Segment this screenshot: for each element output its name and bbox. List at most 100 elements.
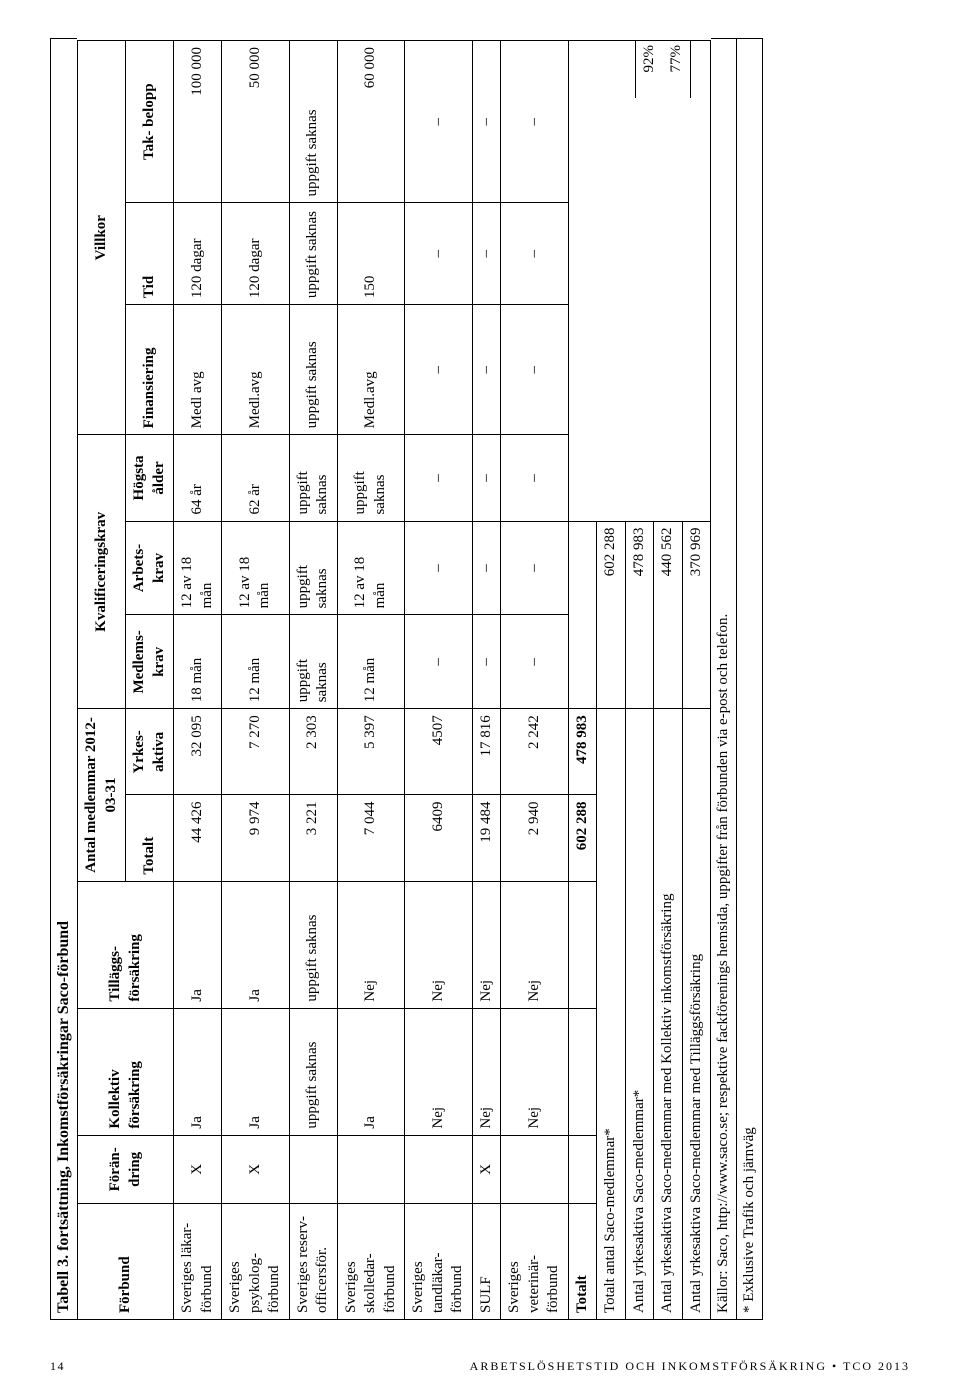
totals-yrk: 478 983 [568, 709, 597, 795]
yrk-cell: 4507 [405, 709, 473, 795]
forand-cell: X [222, 1135, 290, 1203]
h-hogsta: Högsta ålder [126, 435, 174, 521]
page-footer: 14 ARBETSLÖSHETSTID OCH INKOMSTFÖRSÄKRIN… [50, 1359, 910, 1374]
h-forandring: Förän- dring [78, 1135, 174, 1203]
medl-cell: – [501, 615, 569, 709]
forbund-cell: SULF [472, 1204, 501, 1320]
tak-cell: – [405, 41, 473, 203]
arb-cell: – [472, 521, 501, 615]
pct-92: 92% [635, 40, 664, 98]
tak-cell: 60 000 [337, 41, 405, 203]
tid-cell: – [501, 203, 569, 305]
fin-cell: Medl.avg [337, 305, 405, 435]
fin-cell: – [501, 305, 569, 435]
table-row: Sveriges reserv-officersför. uppgift sak… [289, 41, 337, 1320]
forbund-cell: Sveriges reserv-officersför. [289, 1204, 337, 1320]
star-note: * Exklusive Trafik och järnväg [737, 38, 763, 1320]
table-row: SULF X Nej Nej 19 484 17 816 – – – – – – [472, 41, 501, 1320]
forbund-cell: Sveriges veterinär-förbund [501, 1204, 569, 1320]
arb-cell: 12 av 18 mån [174, 521, 222, 615]
hog-cell: 64 år [174, 435, 222, 521]
koll-cell: Ja [174, 1008, 222, 1135]
forbund-cell: Sveriges tandläkar-förbund [405, 1204, 473, 1320]
arb-cell: – [501, 521, 569, 615]
summary-val: 370 969 [682, 521, 711, 709]
forand-cell [337, 1135, 405, 1203]
tot-cell: 2 940 [501, 795, 569, 881]
footer-title: ARBETSLÖSHETSTID OCH INKOMSTFÖRSÄKRING •… [470, 1359, 910, 1374]
summary-label: Antal yrkesaktiva Saco-medlemmar med Kol… [654, 709, 683, 1320]
tid-cell: – [472, 203, 501, 305]
tot-cell: 3 221 [289, 795, 337, 881]
medl-cell: 18 mån [174, 615, 222, 709]
empty-cell [568, 1008, 597, 1135]
h-tillaggs: Tilläggs- försäkring [78, 881, 174, 1008]
h-forbund: Förbund [78, 1204, 174, 1320]
summary-val: 602 288 [597, 521, 626, 709]
h-tak: Tak- belopp [126, 41, 174, 203]
totals-label: Totalt [568, 1204, 597, 1320]
h-kollektiv: Kollektiv försäkring [78, 1008, 174, 1135]
koll-cell: Ja [222, 1008, 290, 1135]
tak-cell: 100 000 [174, 41, 222, 203]
koll-cell: uppgift saknas [289, 1008, 337, 1135]
saco-table: Förbund Förän- dring Kollektiv försäkrin… [77, 40, 711, 1320]
tid-cell: – [405, 203, 473, 305]
arb-cell: 12 av 18 mån [337, 521, 405, 615]
medl-cell: 12 mån [222, 615, 290, 709]
page-number: 14 [50, 1359, 65, 1374]
h-totalt: Totalt [126, 795, 174, 881]
till-cell: uppgift saknas [289, 881, 337, 1008]
yrk-cell: 32 095 [174, 709, 222, 795]
medl-cell: – [405, 615, 473, 709]
tak-cell: – [472, 41, 501, 203]
yrk-cell: 17 816 [472, 709, 501, 795]
h-yrkes: Yrkes- aktiva [126, 709, 174, 795]
till-cell: Nej [337, 881, 405, 1008]
forbund-cell: Sveriges skolledar-förbund [337, 1204, 405, 1320]
fin-cell: uppgift saknas [289, 305, 337, 435]
tot-cell: 6409 [405, 795, 473, 881]
table-caption: Tabell 3. fortsättning, Inkomstförsäkrin… [50, 38, 77, 1320]
tid-cell: 150 [337, 203, 405, 305]
koll-cell: Ja [337, 1008, 405, 1135]
hog-cell: uppgift saknas [337, 435, 405, 521]
arb-cell: 12 av 18 mån [222, 521, 290, 615]
hog-cell: – [405, 435, 473, 521]
hog-cell: – [501, 435, 569, 521]
h-antal-group: Antal medlemmar 2012-03-31 [78, 709, 126, 881]
till-cell: Ja [174, 881, 222, 1008]
empty-cell [568, 1135, 597, 1203]
hog-cell: uppgift saknas [289, 435, 337, 521]
yrk-cell: 5 397 [337, 709, 405, 795]
yrk-cell: 2 303 [289, 709, 337, 795]
tot-cell: 7 044 [337, 795, 405, 881]
fin-cell: – [472, 305, 501, 435]
table-row: Sveriges veterinär-förbund Nej Nej 2 940… [501, 41, 569, 1320]
forbund-cell: Sveriges läkar-förbund [174, 1204, 222, 1320]
medl-cell: 12 mån [337, 615, 405, 709]
h-kval-group: Kvalificeringskrav [78, 435, 126, 709]
koll-cell: Nej [405, 1008, 473, 1135]
forbund-cell: Sveriges psykolog-förbund [222, 1204, 290, 1320]
yrk-cell: 7 270 [222, 709, 290, 795]
totals-row: Totalt 602 288 478 983 [568, 41, 597, 1320]
table-row: Sveriges läkar-förbund X Ja Ja 44 426 32… [174, 41, 222, 1320]
fin-cell: Medl.avg [222, 305, 290, 435]
h-medlems: Medlems- krav [126, 615, 174, 709]
hog-cell: 62 år [222, 435, 290, 521]
arb-cell: – [405, 521, 473, 615]
empty-cell [568, 881, 597, 1008]
tid-cell: uppgift saknas [289, 203, 337, 305]
h-arbets: Arbets- krav [126, 521, 174, 615]
forand-cell: X [472, 1135, 501, 1203]
tak-cell: uppgift saknas [289, 41, 337, 203]
table-row: Sveriges psykolog-förbund X Ja Ja 9 974 … [222, 41, 290, 1320]
arb-cell: uppgift saknas [289, 521, 337, 615]
h-tid: Tid [126, 203, 174, 305]
empty-cell [568, 521, 597, 709]
forand-cell [289, 1135, 337, 1203]
tid-cell: 120 dagar [174, 203, 222, 305]
till-cell: Ja [222, 881, 290, 1008]
till-cell: Nej [472, 881, 501, 1008]
